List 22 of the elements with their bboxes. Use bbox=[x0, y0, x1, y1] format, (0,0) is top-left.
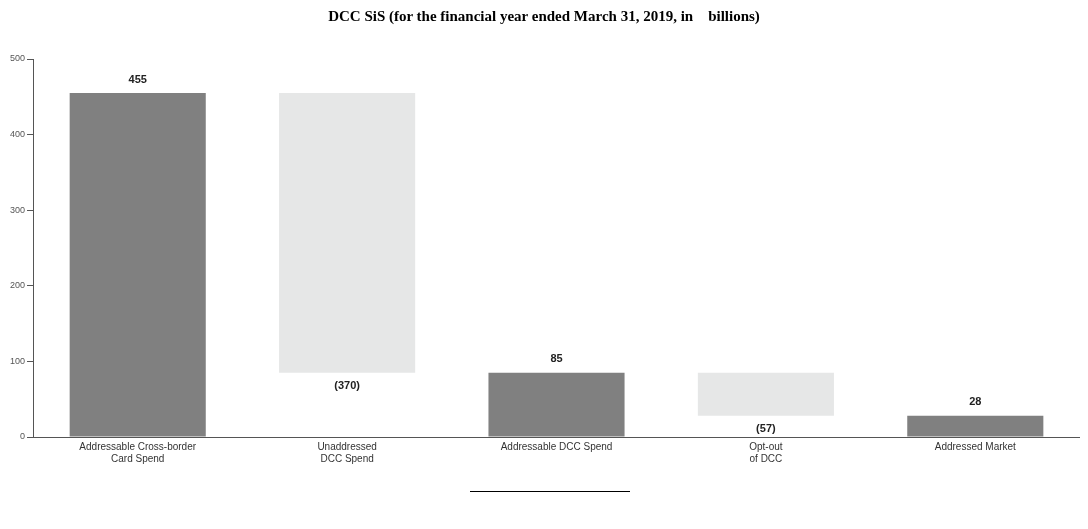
y-tick-label: 0 bbox=[20, 431, 26, 442]
chart-title: DCC SiS (for the financial year ended March 31, 2019, in billions) bbox=[327, 8, 761, 25]
y-tick-label: 500 bbox=[9, 53, 26, 64]
y-tick-label: 300 bbox=[9, 204, 26, 215]
data-label: 28 bbox=[969, 395, 982, 408]
x-tick-label: Addressable DCC Spend bbox=[500, 440, 613, 452]
bar bbox=[488, 372, 625, 437]
y-tick-label: 200 bbox=[9, 280, 26, 291]
data-label: 85 bbox=[550, 352, 563, 365]
y-tick-label: 400 bbox=[9, 129, 26, 140]
x-tick-label: Unaddressed DCC Spend bbox=[317, 440, 377, 464]
x-tick-label: Opt-out of DCC bbox=[749, 440, 783, 464]
bar bbox=[69, 93, 206, 437]
bar bbox=[907, 415, 1044, 437]
bar bbox=[697, 372, 834, 416]
bar bbox=[279, 93, 416, 373]
data-label: 455 bbox=[128, 72, 147, 85]
data-label: (57) bbox=[756, 422, 777, 435]
x-tick-label: Addressed Market bbox=[934, 440, 1017, 452]
data-label: (370) bbox=[334, 379, 361, 392]
x-tick-label: Addressable Cross-border Card Spend bbox=[79, 440, 197, 464]
y-tick-label: 100 bbox=[9, 355, 26, 366]
